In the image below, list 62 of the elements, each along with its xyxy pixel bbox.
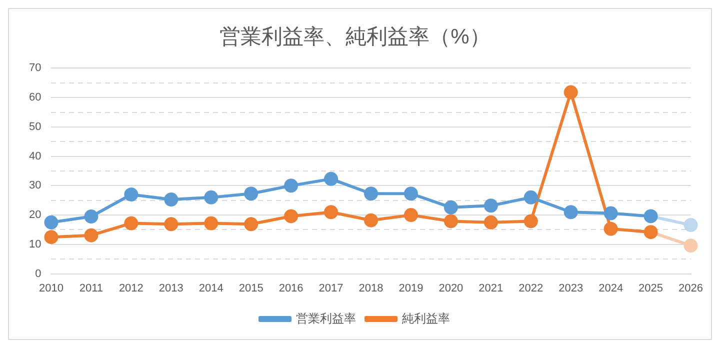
point [284,209,298,224]
legend-label: 営業利益率 [296,311,356,326]
point [44,215,58,230]
point [364,186,378,201]
point [604,222,618,236]
x-tick-label: 2012 [118,282,144,294]
point [444,214,458,228]
point [84,228,98,242]
point [564,85,578,100]
x-tick-label: 2018 [358,282,384,294]
y-tick-label: 30 [28,180,42,192]
point [644,209,658,224]
y-tick-label: 0 [35,268,42,280]
x-tick-label: 2019 [398,282,424,294]
y-tick-label: 10 [28,238,42,250]
x-tick-label: 2016 [278,282,304,294]
point [244,186,258,201]
x-tick-label: 2025 [638,282,664,294]
point [324,205,338,220]
x-tick-label: 2023 [558,282,584,294]
point [604,206,618,220]
point [84,210,98,224]
x-tick-label: 2020 [438,282,464,294]
point [444,200,458,214]
y-tick-label: 60 [28,92,42,104]
x-tick-label: 2011 [79,282,104,294]
point [124,216,138,230]
point [204,216,218,230]
y-tick-label: 70 [28,62,42,74]
x-tick-label: 2010 [38,282,64,294]
y-tick-label: 50 [28,120,42,133]
point [404,186,418,201]
point [484,198,498,213]
point [484,215,498,230]
point [164,217,178,232]
x-tick-label: 2026 [678,282,704,294]
point [204,190,218,204]
point [44,230,58,244]
x-tick-label: 2014 [198,282,224,294]
x-tick-label: 2015 [238,282,264,294]
chart-title: 営業利益率、純利益率（%） [220,25,490,48]
x-tick-label: 2017 [318,282,344,294]
legend-label: 純利益率 [402,311,450,326]
point [524,190,538,204]
point [164,192,178,206]
point [564,205,578,220]
point [364,213,378,228]
point [284,178,298,193]
point [244,217,258,232]
x-tick-label: 2024 [598,282,624,294]
x-tick-label: 2013 [158,282,184,294]
y-tick-label: 20 [28,209,42,222]
x-tick-label: 2022 [518,282,544,294]
point [644,225,658,240]
point [684,218,698,232]
y-tick-label: 40 [28,150,42,162]
point [324,172,338,186]
point [404,208,418,222]
point [524,214,538,228]
point [684,238,698,253]
x-tick-label: 2021 [478,282,504,294]
point [124,187,138,202]
